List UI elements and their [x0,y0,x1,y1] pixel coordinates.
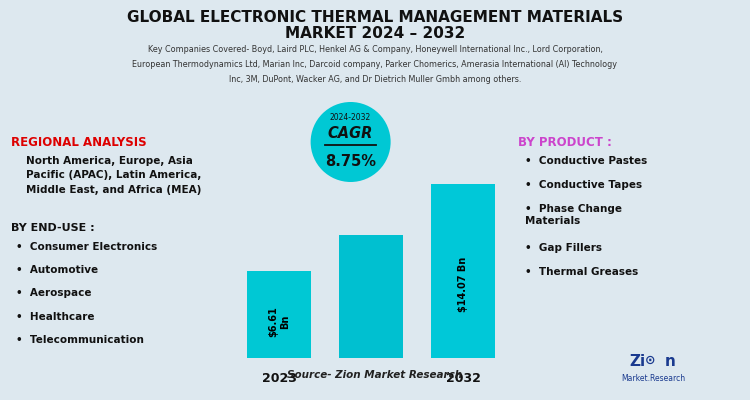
Text: •  Automotive: • Automotive [16,265,99,275]
Text: 2032: 2032 [446,372,481,385]
Text: European Thermodynamics Ltd, Marian Inc, Darcoid company, Parker Chomerics, Amer: European Thermodynamics Ltd, Marian Inc,… [133,60,617,69]
Text: BY END-USE :: BY END-USE : [11,223,94,233]
Text: •  Telecommunication: • Telecommunication [16,335,144,345]
Bar [339,235,404,358]
Bar [431,184,495,358]
Text: GLOBAL ELECTRONIC THERMAL MANAGEMENT MATERIALS: GLOBAL ELECTRONIC THERMAL MANAGEMENT MAT… [127,10,623,25]
Text: Zi: Zi [628,354,645,369]
Text: •  Healthcare: • Healthcare [16,312,95,322]
Text: •  Conductive Tapes: • Conductive Tapes [525,180,642,190]
Text: Source- Zion Market Research: Source- Zion Market Research [287,370,463,380]
Text: •  Phase Change
Materials: • Phase Change Materials [525,204,622,226]
Text: •  Conductive Pastes: • Conductive Pastes [525,156,647,166]
Text: 8.75%: 8.75% [326,154,376,169]
Circle shape [310,102,391,182]
Text: 2024-2032: 2024-2032 [330,114,371,122]
Text: ⊙: ⊙ [645,354,656,367]
Text: Inc, 3M, DuPont, Wacker AG, and Dr Dietrich Muller Gmbh among others.: Inc, 3M, DuPont, Wacker AG, and Dr Dietr… [229,75,521,84]
Text: $6.61
Bn: $6.61 Bn [268,306,290,337]
Text: •  Aerospace: • Aerospace [16,288,92,298]
Bar [248,271,311,358]
Text: $14.07 Bn: $14.07 Bn [458,257,468,312]
Text: •  Consumer Electronics: • Consumer Electronics [16,242,158,252]
Text: BY PRODUCT :: BY PRODUCT : [518,136,611,149]
Text: •  Gap Fillers: • Gap Fillers [525,243,602,253]
Text: •  Thermal Greases: • Thermal Greases [525,267,638,277]
Text: CAGR: CAGR [328,126,374,142]
Text: Market.Research: Market.Research [621,374,686,383]
Text: MARKET 2024 – 2032: MARKET 2024 – 2032 [285,26,465,41]
Text: Key Companies Covered- Boyd, Laird PLC, Henkel AG & Company, Honeywell Internati: Key Companies Covered- Boyd, Laird PLC, … [148,45,602,54]
Text: 2023: 2023 [262,372,297,385]
Text: REGIONAL ANALYSIS: REGIONAL ANALYSIS [11,136,147,149]
Text: n: n [665,354,676,369]
Text: North America, Europe, Asia
Pacific (APAC), Latin America,
Middle East, and Afri: North America, Europe, Asia Pacific (APA… [26,156,202,195]
